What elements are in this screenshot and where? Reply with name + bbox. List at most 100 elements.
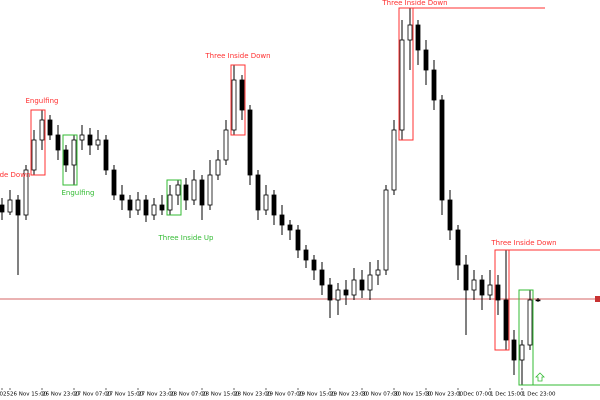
candle-body xyxy=(95,139,101,146)
candle-body xyxy=(431,69,437,101)
candle-body xyxy=(311,259,317,271)
candle-body xyxy=(375,269,381,276)
candle-body xyxy=(63,149,69,166)
candle-body xyxy=(0,204,5,213)
candle-body xyxy=(143,199,149,216)
candle-body xyxy=(327,284,333,301)
candle-body xyxy=(511,339,517,361)
x-tick-label: 29 Nov 15:00 xyxy=(298,392,336,398)
x-tick-label: 26 Nov 15:00 xyxy=(10,392,48,398)
candle-body xyxy=(399,39,405,131)
x-tick-label: 1 Dec 07:00 xyxy=(458,392,492,398)
x-tick-label: 29 Nov 07:00 xyxy=(266,392,304,398)
candle-body xyxy=(407,24,413,41)
candle-body xyxy=(103,139,109,171)
pattern-box xyxy=(30,109,46,176)
pattern-box xyxy=(166,179,182,216)
candle-body xyxy=(423,49,429,71)
x-tick-label: 30 Nov 15:00 xyxy=(394,392,432,398)
candle-body xyxy=(263,194,269,211)
candle-body xyxy=(127,199,133,211)
candle-body xyxy=(7,199,13,213)
candle-body xyxy=(167,194,173,211)
pattern-label: Three Inside Up xyxy=(158,234,214,242)
candle-body xyxy=(383,189,389,271)
candle-body xyxy=(519,344,525,361)
candle-body xyxy=(23,169,29,216)
x-tick-label: 30 Nov 07:00 xyxy=(362,392,400,398)
candle-body xyxy=(471,279,477,291)
candle-body xyxy=(159,204,165,211)
candle-body xyxy=(247,109,253,176)
candle-body xyxy=(231,79,237,131)
candle-body xyxy=(239,79,245,111)
x-tick-label: 27 Nov 07:00 xyxy=(74,392,112,398)
candle-body xyxy=(111,169,117,196)
candle-body xyxy=(287,224,293,231)
candle-body xyxy=(15,199,21,216)
candle-body xyxy=(503,299,509,341)
candle-body xyxy=(351,279,357,296)
pattern-label: Three Inside Down xyxy=(490,239,556,247)
candle-body xyxy=(31,139,37,171)
x-tick-label: 30 Nov 23:00 xyxy=(426,392,464,398)
candle-body xyxy=(303,249,309,261)
pattern-label: ide Down xyxy=(0,171,30,179)
pattern-label: Engulfing xyxy=(62,189,95,197)
x-tick-label: 28 Nov 23:00 xyxy=(234,392,272,398)
candle-body xyxy=(535,299,541,302)
candle-body xyxy=(271,194,277,216)
candle-body xyxy=(463,264,469,291)
candle-body xyxy=(495,284,501,301)
candle-body xyxy=(279,214,285,226)
candle-body xyxy=(175,184,181,196)
x-tick-label: 27 Nov 15:00 xyxy=(106,392,144,398)
candle-body xyxy=(391,129,397,191)
x-tick-label: 1 Dec 15:00 xyxy=(490,392,524,398)
x-tick-label: 29 Nov 23:00 xyxy=(330,392,368,398)
x-tick-label: 28 Nov 07:00 xyxy=(170,392,208,398)
candle-body xyxy=(47,119,53,136)
x-tick-label: 27 Nov 23:00 xyxy=(138,392,176,398)
pattern-label: Three Inside Down xyxy=(381,0,447,7)
candle-body xyxy=(39,119,45,141)
candle-body xyxy=(87,134,93,146)
candle-body xyxy=(487,284,493,296)
candle-body xyxy=(447,199,453,231)
pattern-label: Engulfing xyxy=(26,97,59,105)
candle-body xyxy=(135,199,141,211)
candle-body xyxy=(255,174,261,211)
candle-body xyxy=(319,269,325,286)
pattern-box xyxy=(494,249,510,351)
candle-body xyxy=(295,229,301,251)
pattern-box xyxy=(398,7,414,141)
candle-body xyxy=(151,204,157,216)
candle-body xyxy=(415,24,421,51)
candle-body xyxy=(223,129,229,161)
pattern-label: Three Inside Down xyxy=(204,52,270,60)
candle-body xyxy=(335,289,341,301)
x-tick-label: 1 Dec 23:00 xyxy=(522,392,556,398)
candle-body xyxy=(199,179,205,206)
x-tick-label: 28 Nov 15:00 xyxy=(202,392,240,398)
candle-body xyxy=(183,184,189,201)
candle-body xyxy=(439,99,445,201)
candle-body xyxy=(359,279,365,291)
candle-body xyxy=(527,299,533,346)
candle-body xyxy=(207,174,213,206)
price-marker xyxy=(595,296,600,302)
candle-body xyxy=(343,289,349,296)
pattern-box xyxy=(62,134,78,186)
candle-body xyxy=(367,274,373,291)
candle-body xyxy=(119,194,125,201)
candle-body xyxy=(455,229,461,266)
x-tick-label: 025 xyxy=(0,392,10,398)
pattern-box xyxy=(230,64,246,136)
candle-body xyxy=(479,279,485,296)
x-tick-label: 26 Nov 23:00 xyxy=(42,392,80,398)
candle-body xyxy=(191,179,197,201)
candle-body xyxy=(71,139,77,166)
candle-body xyxy=(55,134,61,151)
